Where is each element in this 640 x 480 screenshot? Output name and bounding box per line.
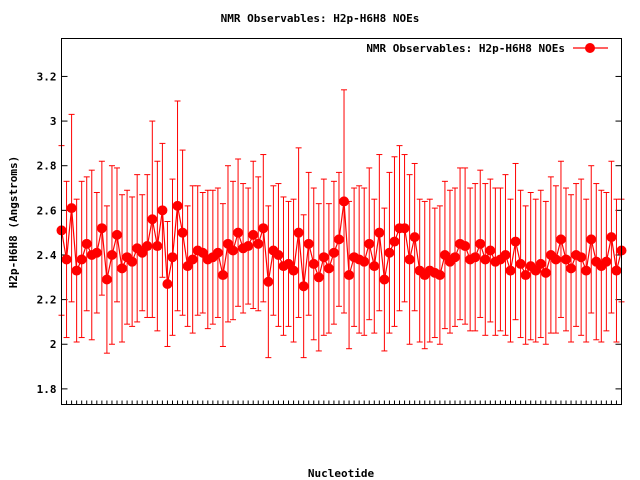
- data-point: [606, 232, 617, 243]
- data-point: [611, 265, 622, 276]
- data-point: [510, 236, 521, 247]
- data-point: [308, 258, 319, 269]
- data-point: [76, 254, 87, 265]
- y-tick-label: 2.2: [37, 294, 57, 307]
- x-axis-label: Nucleotide: [308, 467, 375, 480]
- plot-frame: [61, 38, 622, 405]
- data-point: [434, 270, 445, 281]
- chart-title: NMR Observables: H2p-H6H8 NOEs: [221, 12, 420, 25]
- data-point: [71, 265, 82, 276]
- legend-label: NMR Observables: H2p-H6H8 NOEs: [366, 42, 565, 55]
- data-point: [243, 241, 254, 252]
- data-point: [550, 254, 561, 265]
- data-point: [61, 254, 72, 265]
- data-point: [500, 249, 511, 260]
- data-point: [81, 238, 92, 249]
- data-point: [364, 238, 375, 249]
- data-point: [298, 281, 309, 292]
- data-point: [505, 265, 516, 276]
- series-line: [60, 201, 623, 287]
- y-tick-label: 3: [50, 115, 57, 128]
- data-point: [187, 254, 198, 265]
- y-axis-label: H2p-H6H8 (Angstroms): [7, 156, 20, 288]
- data-point: [111, 229, 122, 240]
- y-tick-label: 3.2: [37, 70, 57, 83]
- data-point: [147, 214, 158, 225]
- data-point: [328, 247, 339, 258]
- data-point: [106, 249, 117, 260]
- data-point: [172, 200, 183, 211]
- data-point: [470, 252, 481, 263]
- data-point: [117, 263, 128, 274]
- data-point: [581, 265, 592, 276]
- data-point: [228, 245, 239, 256]
- data-point: [409, 232, 420, 243]
- data-point: [288, 265, 299, 276]
- data-point: [586, 234, 597, 245]
- y-tick-label: 2.8: [37, 160, 57, 173]
- data-point: [576, 252, 587, 263]
- data-point: [177, 227, 188, 238]
- data-point: [248, 229, 259, 240]
- data-point: [399, 223, 410, 234]
- data-points: [56, 196, 627, 292]
- data-point: [91, 247, 102, 258]
- data-point: [313, 272, 324, 283]
- data-point: [167, 252, 178, 263]
- data-point: [540, 267, 551, 278]
- data-point: [66, 203, 77, 214]
- data-point: [333, 234, 344, 245]
- data-point: [535, 258, 546, 269]
- data-point: [601, 256, 612, 267]
- data-point: [389, 236, 400, 247]
- data-point: [157, 205, 168, 216]
- data-point: [460, 241, 471, 252]
- y-axis: 1.8 2 2.2 2.4 2.6 2.8 3 3.2: [37, 70, 622, 396]
- data-point: [273, 249, 284, 260]
- data-point: [555, 234, 566, 245]
- data-point: [263, 276, 274, 287]
- data-point: [561, 254, 572, 265]
- data-point: [212, 247, 223, 258]
- data-point: [142, 241, 153, 252]
- data-point: [258, 223, 269, 234]
- x-axis: [61, 400, 622, 405]
- data-point: [253, 238, 264, 249]
- data-point: [101, 274, 112, 285]
- data-point: [152, 241, 163, 252]
- data-point: [480, 254, 491, 265]
- data-point: [339, 196, 350, 207]
- y-tick-label: 2.6: [37, 204, 57, 217]
- data-point: [384, 247, 395, 258]
- data-point: [475, 238, 486, 249]
- y-tick-label: 2.4: [37, 249, 57, 262]
- data-point: [369, 261, 380, 272]
- y-tick-label: 1.8: [37, 383, 57, 396]
- data-point: [303, 238, 314, 249]
- data-point: [323, 263, 334, 274]
- data-point: [450, 252, 461, 263]
- data-point: [318, 252, 329, 263]
- y-tick-label: 2: [50, 338, 57, 351]
- legend: NMR Observables: H2p-H6H8 NOEs: [366, 42, 608, 55]
- data-point: [374, 227, 385, 238]
- data-point: [566, 263, 577, 274]
- data-point: [233, 227, 244, 238]
- data-point: [359, 256, 370, 267]
- data-point: [379, 274, 390, 285]
- data-point: [520, 270, 531, 281]
- data-point: [127, 256, 138, 267]
- data-point: [485, 245, 496, 256]
- data-point: [217, 270, 228, 281]
- data-point: [515, 258, 526, 269]
- data-point: [344, 270, 355, 281]
- data-point: [293, 227, 304, 238]
- legend-marker: [585, 43, 595, 53]
- data-point: [96, 223, 107, 234]
- data-point: [162, 278, 173, 289]
- data-point: [404, 254, 415, 265]
